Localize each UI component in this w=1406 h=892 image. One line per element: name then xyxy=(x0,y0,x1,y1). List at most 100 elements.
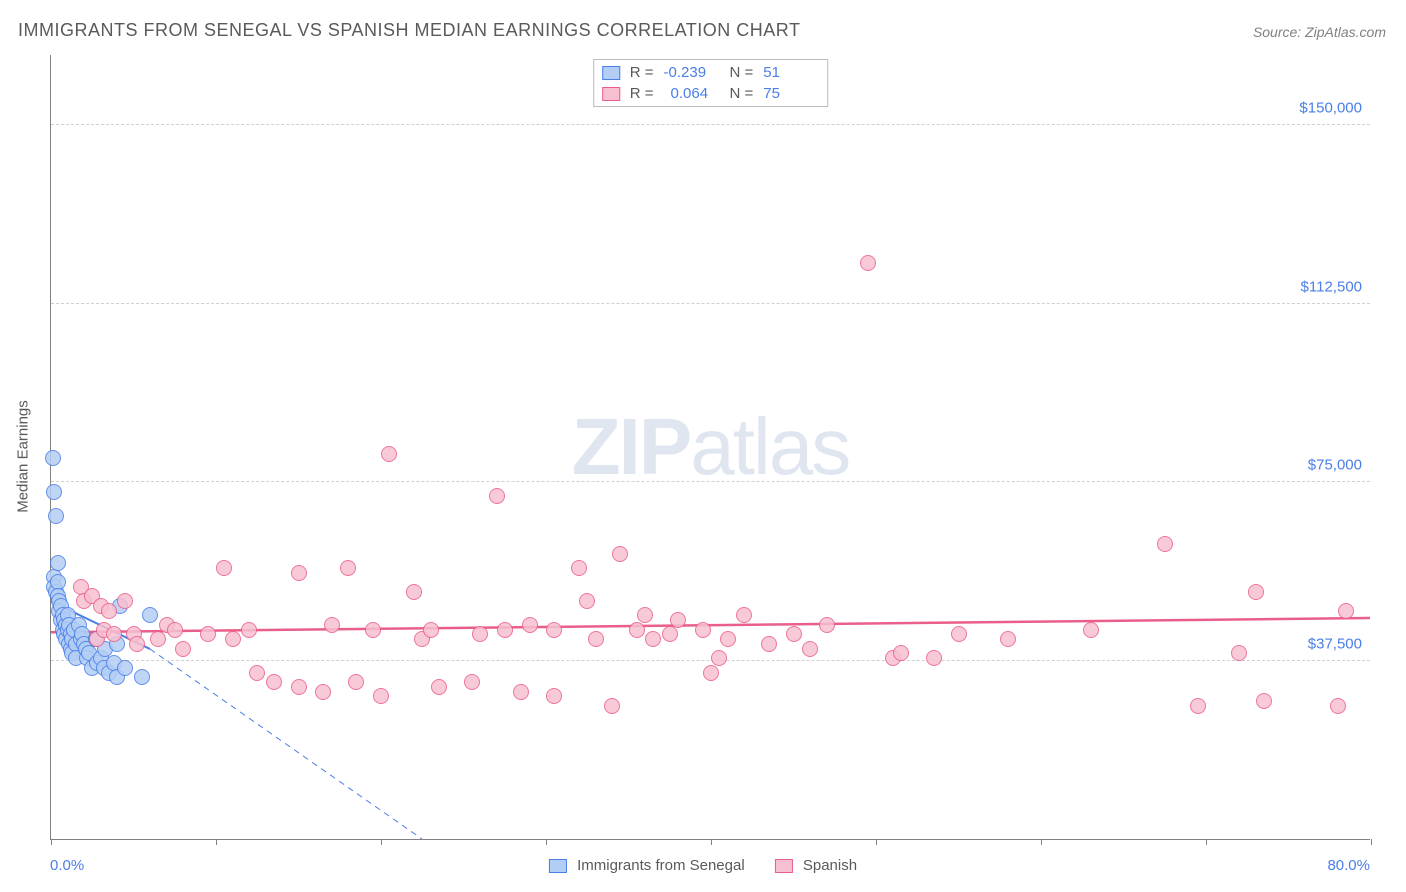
legend-swatch-series-0 xyxy=(549,859,567,873)
x-tick xyxy=(1041,839,1042,845)
scatter-point xyxy=(365,622,381,638)
scatter-point xyxy=(45,450,61,466)
x-tick xyxy=(1206,839,1207,845)
y-tick-label: $112,500 xyxy=(1301,278,1362,295)
scatter-point xyxy=(1256,693,1272,709)
legend-label: Immigrants from Senegal xyxy=(577,857,745,874)
scatter-point xyxy=(497,622,513,638)
scatter-point xyxy=(175,641,191,657)
scatter-point xyxy=(150,631,166,647)
scatter-point xyxy=(106,626,122,642)
scatter-point xyxy=(1231,645,1247,661)
watermark-atlas: atlas xyxy=(690,402,849,491)
scatter-point xyxy=(266,674,282,690)
scatter-point xyxy=(142,607,158,623)
legend-item: Spanish xyxy=(775,857,857,874)
scatter-point xyxy=(129,636,145,652)
legend-swatch-series-1 xyxy=(775,859,793,873)
scatter-point xyxy=(216,560,232,576)
x-tick xyxy=(1371,839,1372,845)
scatter-point xyxy=(522,617,538,633)
scatter-point xyxy=(546,622,562,638)
scatter-point xyxy=(291,679,307,695)
watermark: ZIPatlas xyxy=(572,401,849,493)
scatter-plot-area: ZIPatlas R = -0.239 N = 51 R = 0.064 N =… xyxy=(50,55,1370,840)
scatter-point xyxy=(225,631,241,647)
scatter-point xyxy=(50,555,66,571)
scatter-point xyxy=(373,688,389,704)
scatter-point xyxy=(926,650,942,666)
grid-line xyxy=(51,124,1370,125)
scatter-point xyxy=(670,612,686,628)
scatter-point xyxy=(604,698,620,714)
scatter-point xyxy=(48,508,64,524)
scatter-point xyxy=(406,584,422,600)
scatter-point xyxy=(513,684,529,700)
scatter-point xyxy=(720,631,736,647)
scatter-point xyxy=(695,622,711,638)
grid-line xyxy=(51,303,1370,304)
scatter-point xyxy=(1157,536,1173,552)
scatter-point xyxy=(786,626,802,642)
scatter-point xyxy=(167,622,183,638)
y-tick-label: $150,000 xyxy=(1299,100,1362,117)
scatter-point xyxy=(117,660,133,676)
scatter-point xyxy=(571,560,587,576)
scatter-point xyxy=(662,626,678,642)
chart-title: IMMIGRANTS FROM SENEGAL VS SPANISH MEDIA… xyxy=(18,20,800,41)
legend-label: Spanish xyxy=(803,857,857,874)
scatter-point xyxy=(134,669,150,685)
correlation-legend-row: R = 0.064 N = 75 xyxy=(602,83,820,104)
scatter-point xyxy=(1330,698,1346,714)
source-attribution: Source: ZipAtlas.com xyxy=(1253,24,1386,40)
watermark-zip: ZIP xyxy=(572,402,690,491)
scatter-point xyxy=(101,603,117,619)
x-tick xyxy=(381,839,382,845)
scatter-point xyxy=(711,650,727,666)
r-value: -0.239 xyxy=(664,62,720,83)
scatter-point xyxy=(579,593,595,609)
scatter-point xyxy=(1248,584,1264,600)
x-tick xyxy=(51,839,52,845)
scatter-point xyxy=(423,622,439,638)
scatter-point xyxy=(1000,631,1016,647)
scatter-point xyxy=(249,665,265,681)
scatter-point xyxy=(951,626,967,642)
scatter-point xyxy=(819,617,835,633)
scatter-point xyxy=(1338,603,1354,619)
scatter-point xyxy=(489,488,505,504)
scatter-point xyxy=(348,674,364,690)
scatter-point xyxy=(381,446,397,462)
scatter-point xyxy=(629,622,645,638)
scatter-point xyxy=(860,255,876,271)
legend-swatch-series-0 xyxy=(602,66,620,80)
scatter-point xyxy=(546,688,562,704)
scatter-point xyxy=(241,622,257,638)
x-tick xyxy=(546,839,547,845)
scatter-point xyxy=(472,626,488,642)
n-label: N = xyxy=(730,83,754,104)
scatter-point xyxy=(637,607,653,623)
legend-swatch-series-1 xyxy=(602,87,620,101)
scatter-point xyxy=(1083,622,1099,638)
scatter-point xyxy=(588,631,604,647)
y-tick-label: $75,000 xyxy=(1308,457,1362,474)
y-axis-label: Median Earnings xyxy=(15,386,32,526)
scatter-point xyxy=(645,631,661,647)
scatter-point xyxy=(46,484,62,500)
x-axis-max-label: 80.0% xyxy=(1327,857,1370,874)
scatter-point xyxy=(324,617,340,633)
n-value: 51 xyxy=(763,62,819,83)
x-tick xyxy=(216,839,217,845)
n-value: 75 xyxy=(763,83,819,104)
scatter-point xyxy=(117,593,133,609)
x-tick xyxy=(876,839,877,845)
scatter-point xyxy=(291,565,307,581)
x-axis-min-label: 0.0% xyxy=(50,857,84,874)
x-tick xyxy=(711,839,712,845)
n-label: N = xyxy=(730,62,754,83)
grid-line xyxy=(51,481,1370,482)
y-axis-label-wrap: Median Earnings xyxy=(8,55,38,840)
r-label: R = xyxy=(630,83,654,104)
legend-item: Immigrants from Senegal xyxy=(549,857,745,874)
